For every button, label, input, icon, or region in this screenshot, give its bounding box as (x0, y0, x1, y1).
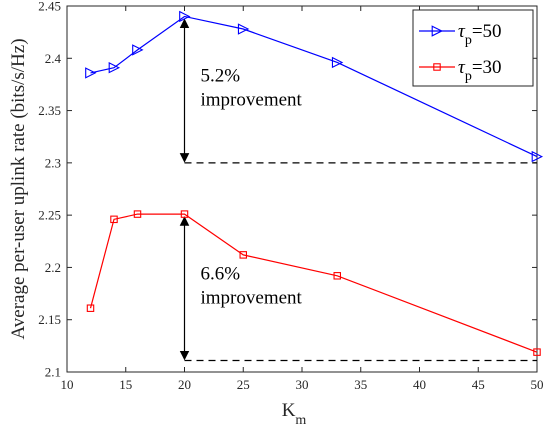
x-tick-label: 45 (472, 377, 485, 392)
improvement-percent: 5.2% (201, 66, 241, 87)
data-point (333, 272, 341, 280)
y-tick-label: 2.45 (38, 0, 61, 14)
x-tick-label: 50 (531, 377, 544, 392)
x-tick-label: 25 (237, 377, 250, 392)
legend-subscript: p (465, 69, 472, 84)
data-point (86, 304, 95, 312)
data-point (237, 23, 250, 35)
x-axis-title: Km (282, 400, 307, 428)
legend-marker (433, 63, 441, 71)
x-tick-label: 15 (119, 377, 132, 392)
legend-symbol: τ (458, 21, 466, 42)
x-tick-label: 30 (296, 377, 309, 392)
y-axis-title: Average per-user uplink rate (bits/s/Hz) (8, 38, 29, 339)
legend-label: τp=50 (458, 21, 502, 48)
legend-value: =30 (472, 57, 502, 78)
legend-value: =50 (472, 21, 502, 42)
data-point (531, 150, 544, 163)
x-tick-label: 40 (413, 377, 426, 392)
y-tick-label: 2.4 (45, 51, 62, 66)
improvement-percent: 6.6% (201, 263, 241, 284)
data-point (180, 210, 189, 218)
x-tick-label: 10 (61, 377, 74, 392)
y-tick-label: 2.25 (38, 208, 61, 223)
data-point (533, 348, 541, 356)
x-tick-label: 20 (178, 377, 191, 392)
data-point (331, 56, 344, 69)
data-point (108, 62, 121, 74)
data-point (110, 215, 118, 224)
x-axis-title-subscript: m (295, 413, 306, 428)
y-tick-label: 2.15 (38, 312, 61, 327)
improvement-label: improvement (201, 90, 303, 111)
legend-label: τp=30 (458, 57, 502, 84)
legend-subscript: p (465, 33, 472, 48)
legend-marker (431, 25, 444, 37)
data-point (133, 210, 142, 218)
improvement-label: improvement (201, 287, 303, 308)
series-line (90, 15, 538, 158)
y-tick-label: 2.3 (45, 155, 61, 170)
y-tick-label: 2.1 (45, 365, 61, 380)
legend-box (412, 9, 534, 87)
series-line (89, 213, 538, 353)
x-tick-label: 35 (354, 377, 367, 392)
y-tick-label: 2.35 (38, 103, 61, 118)
data-point (239, 251, 248, 259)
data-point (85, 67, 97, 79)
y-tick-label: 2.2 (45, 260, 61, 275)
legend-symbol: τ (458, 57, 466, 78)
data-point (179, 10, 191, 23)
data-point (132, 44, 144, 56)
x-axis-title-main: K (282, 400, 296, 421)
